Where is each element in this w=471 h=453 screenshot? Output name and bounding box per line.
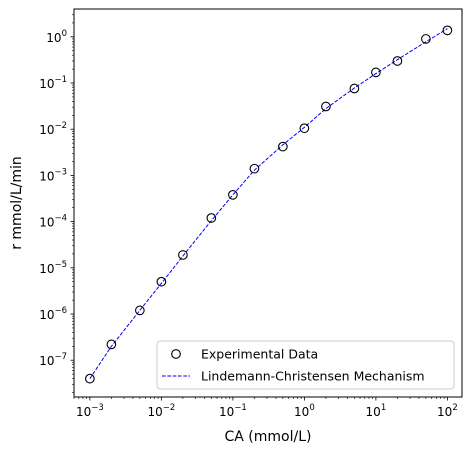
fit-line — [89, 28, 448, 379]
x-axis-label: CA (mmol/L) — [225, 429, 312, 445]
data-point — [106, 339, 117, 350]
plot-area — [73, 8, 463, 398]
data-point — [135, 305, 145, 316]
y-tick-label: 10−4 — [39, 214, 67, 230]
data-point — [178, 250, 188, 260]
legend-box — [156, 340, 455, 390]
y-tick-label: 10−3 — [39, 167, 67, 183]
chart-marks — [85, 25, 453, 384]
data-point — [156, 276, 167, 287]
x-tick-label: 101 — [366, 403, 387, 419]
y-tick-label: 10−6 — [39, 306, 67, 322]
legend: Experimental Data Lindemann-Christensen M… — [156, 340, 455, 390]
y-tick-label: 10−7 — [39, 352, 67, 368]
data-point — [228, 189, 238, 200]
x-tick-label: 10−3 — [76, 403, 104, 419]
data-point — [206, 213, 217, 223]
x-tick-label: 102 — [437, 403, 458, 419]
data-point — [392, 56, 403, 66]
data-point — [85, 373, 95, 384]
data-point — [249, 163, 260, 174]
data-point — [299, 123, 310, 134]
y-tick-label: 100 — [46, 29, 67, 45]
y-tick-label: 10−1 — [39, 75, 67, 91]
y-tick-label: 10−2 — [39, 121, 67, 137]
data-point — [321, 101, 331, 112]
data-point — [349, 83, 360, 94]
x-tick-label: 10−1 — [219, 403, 247, 419]
legend-label: Lindemann-Christensen Mechanism — [201, 369, 425, 384]
data-point — [421, 34, 431, 44]
y-tick-label: 10−5 — [39, 260, 67, 276]
x-tick-label: 10−2 — [147, 403, 175, 419]
legend-label: Experimental Data — [201, 347, 318, 362]
axis-ticks: 10−3 10−2 10−1 100 101 102 10−7 10−6 10−5 10−4 10−… — [39, 14, 458, 419]
legend-marker-circle — [171, 349, 181, 359]
data-point — [442, 25, 453, 36]
data-point — [278, 141, 288, 152]
y-axis-label: r mmol/L/min — [9, 156, 25, 250]
x-tick-label: 100 — [294, 403, 315, 419]
data-point — [371, 67, 381, 78]
